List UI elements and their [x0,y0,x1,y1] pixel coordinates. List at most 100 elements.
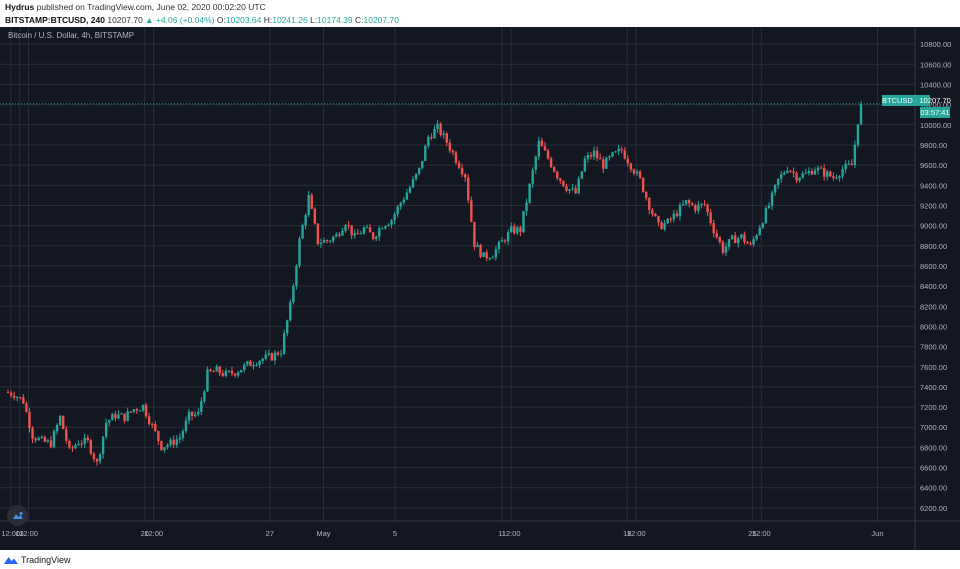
candle-body [540,140,544,147]
candlestick-chart[interactable]: 6200.00 6400.00 6600.00 6800.00 7000.00 7200.… [0,27,960,550]
tradingview-cloud-icon[interactable] [7,505,28,526]
candle-body [289,302,292,321]
candle-body [853,144,857,166]
candle-body [485,252,488,259]
candle-body [730,235,734,240]
x-tick-label: 12:00 [752,529,771,538]
candle-body [629,163,633,170]
candle-body [282,333,286,354]
y-tick-label: 8400.00 [920,282,947,291]
candle-body [80,443,83,445]
candle-body [482,252,485,257]
open-value: 10203.64 [225,15,262,25]
candle-body [239,369,243,373]
candle-body [98,454,102,462]
candle-body [378,228,381,237]
candle-body [506,231,510,242]
candle-body [74,445,77,449]
candle-body [749,243,752,245]
y-tick-label: 6800.00 [920,443,947,452]
y-tick-label: 7000.00 [920,423,947,432]
candle-body [154,424,157,431]
candle-body [847,163,850,165]
candle-body [479,244,482,257]
candle-body [236,372,240,376]
candle-body [362,227,366,234]
candle-body [445,133,448,143]
candle-body [641,177,645,193]
candle-body [620,148,623,151]
candle-body [68,440,71,448]
y-tick-label: 8000.00 [920,322,947,331]
series-title: Bitcoin / U.S. Dollar, 4h, BITSTAMP [8,31,135,40]
candle-body [172,439,175,445]
candle-body [249,361,252,366]
candle-body [132,409,136,412]
candle-body [623,150,626,159]
candle-body [117,414,120,419]
candle-body [95,459,99,462]
candle-body [724,246,728,253]
candle-body [454,152,458,163]
candle-body [46,440,50,442]
close-value: 10207.70 [363,15,399,25]
candle-body [273,352,277,361]
candle-body [546,150,550,159]
candle-body [746,241,749,244]
candle-body [826,171,829,177]
candle-body [89,440,93,454]
y-tick-label: 9200.00 [920,201,947,210]
author-name[interactable]: Hydrus [5,2,35,12]
y-tick-label: 9400.00 [920,181,947,190]
low-label: L: [310,15,318,25]
candle-body [267,353,271,355]
candle-body [703,203,706,205]
candle-body [230,370,234,374]
x-tick-label: 20 [141,529,149,538]
candle-body [807,171,811,173]
candle-body [279,353,283,355]
candle-body [295,265,298,286]
candle-body [141,404,145,411]
candle-body [626,158,630,164]
candle-body [347,225,350,227]
candle-body [666,218,669,224]
chart-area[interactable]: 6200.00 6400.00 6600.00 6800.00 7000.00 7200.… [0,27,960,550]
candle-body [510,226,513,232]
candle-body [375,236,378,240]
candle-body [169,439,172,445]
candle-body [436,123,439,130]
candle-body [243,364,246,370]
candle-body [819,167,823,169]
candle-body [844,163,847,170]
candle-body [108,420,111,423]
x-tick-label: May [316,529,330,538]
candle-body [681,204,685,206]
candle-body [841,169,844,177]
y-tick-label: 10800.00 [920,40,951,49]
candle-body [761,223,765,228]
candle-body [589,155,593,157]
candle-body [292,285,295,303]
candle-body [384,226,387,229]
tradingview-logo[interactable]: TradingView [4,553,71,566]
candle-body [776,178,780,185]
candle-body [396,206,399,215]
candle-body [549,158,553,167]
candle-body [580,171,583,179]
candle-body [743,234,746,242]
candle-body [344,225,347,231]
candle-body [187,411,191,421]
candle-body [129,411,132,413]
candle-body [611,152,614,157]
candle-body [307,195,310,216]
x-tick-label: 11 [498,529,506,538]
candle-body [752,239,755,245]
candle-body [470,200,473,222]
candle-body [786,170,789,173]
candle-body [694,205,697,211]
candle-body [55,424,59,432]
candle-body [301,225,304,239]
candle-body [120,413,123,415]
candle-body [816,167,820,171]
